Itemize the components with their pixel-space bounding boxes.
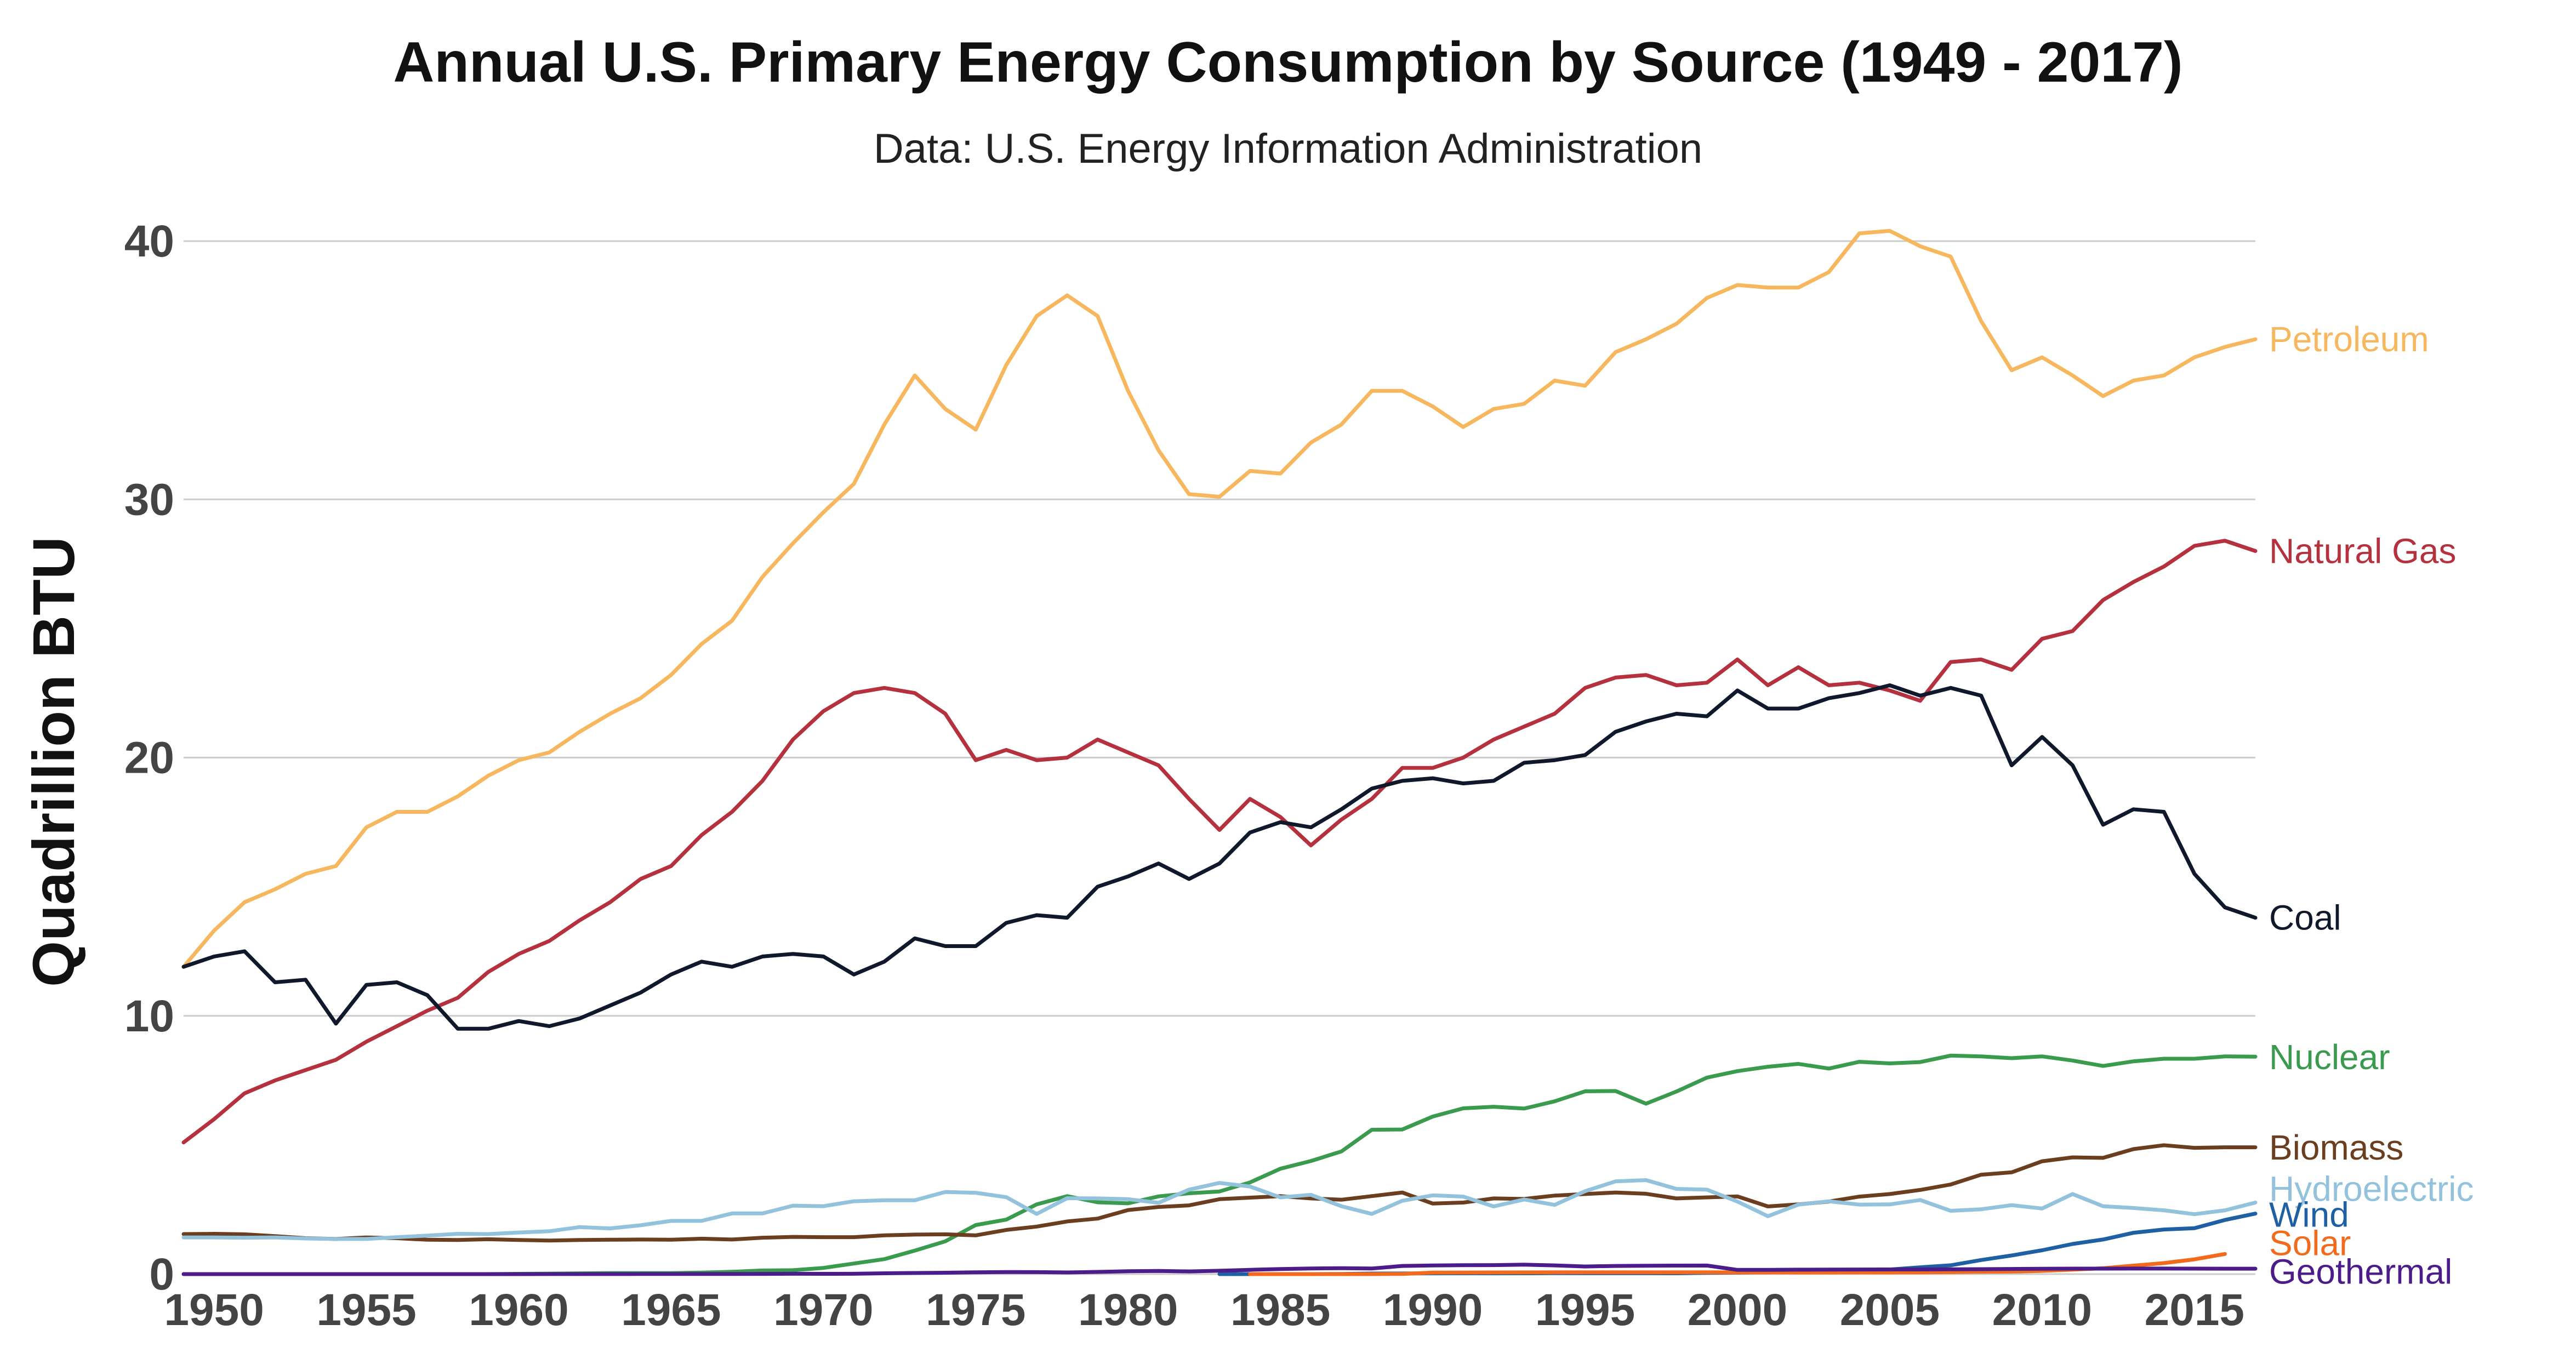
x-tick-label: 1975 (926, 1285, 1025, 1335)
series-line-coal (181, 683, 2258, 1031)
y-axis-label: Quadrillion BTU (20, 536, 87, 987)
series-line-petroleum (181, 229, 2258, 969)
y-axis-ticks: 0 10 20 30 40 (124, 216, 174, 1299)
x-tick-label: 2015 (2145, 1285, 2244, 1335)
x-tick-label: 2000 (1688, 1285, 1787, 1335)
grid-lines (184, 240, 2255, 1275)
series-label-biomass: Biomass (2269, 1128, 2403, 1167)
series-line-geothermal (181, 1263, 2258, 1276)
series-label-hydroelectric: Hydroelectric (2269, 1169, 2474, 1208)
y-tick-label: 0 (149, 1249, 174, 1299)
series-line-biomass (181, 1143, 2258, 1243)
x-tick-label: 1950 (164, 1285, 264, 1335)
x-tick-label: 1995 (1535, 1285, 1635, 1335)
series-line-nuclear (181, 1053, 2258, 1276)
series-label-solar: Solar (2269, 1223, 2351, 1263)
chart-subtitle: Data: U.S. Energy Information Administra… (873, 125, 1703, 172)
y-tick-label: 40 (124, 216, 174, 266)
series-label-natural-gas: Natural Gas (2269, 532, 2456, 571)
series-end-labels: Petroleum Natural Gas Coal Nuclear BiomassHy… (2269, 319, 2474, 1291)
series-line-wind (1217, 1212, 2258, 1276)
y-tick-label: 10 (124, 991, 174, 1041)
y-tick-label: 20 (124, 733, 174, 783)
x-tick-label: 2010 (1992, 1285, 2092, 1335)
chart-title: Annual U.S. Primary Energy Consumption b… (393, 31, 2183, 94)
series-line-natural-gas (181, 539, 2258, 1145)
x-tick-label: 1960 (469, 1285, 568, 1335)
x-axis-ticks: 1950 1955 1960 1965 1970 1975 1980 1985 1990 1995… (164, 1285, 2244, 1335)
series-label-coal: Coal (2269, 898, 2341, 938)
x-tick-label: 1985 (1230, 1285, 1330, 1335)
x-tick-label: 1965 (621, 1285, 721, 1335)
x-tick-label: 1980 (1078, 1285, 1178, 1335)
series-label-petroleum: Petroleum (2269, 319, 2429, 359)
x-tick-label: 2005 (1840, 1285, 1940, 1335)
x-tick-label: 1970 (773, 1285, 873, 1335)
x-tick-label: 1955 (316, 1285, 416, 1335)
series-line-hydroelectric (181, 1178, 2258, 1241)
series-lines (181, 229, 2258, 1276)
series-label-nuclear: Nuclear (2269, 1037, 2390, 1077)
y-tick-label: 30 (124, 475, 174, 524)
series-label-geothermal: Geothermal (2269, 1252, 2452, 1291)
series-label-wind: Wind (2269, 1195, 2349, 1235)
x-tick-label: 1990 (1383, 1285, 1483, 1335)
